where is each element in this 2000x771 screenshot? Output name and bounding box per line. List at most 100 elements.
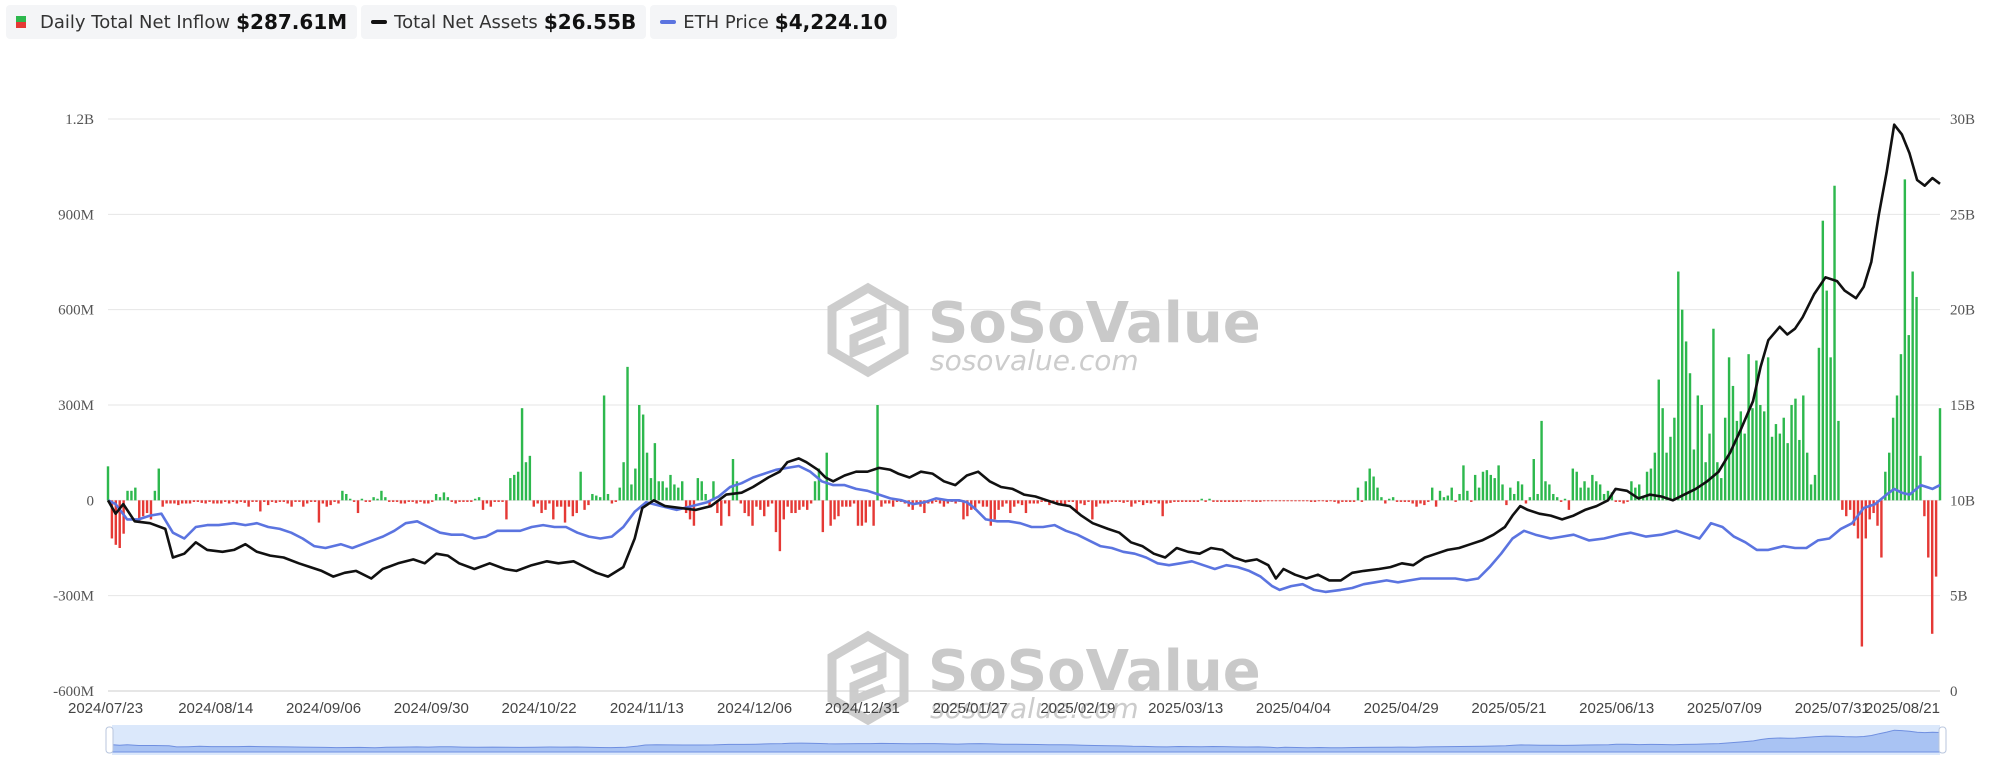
inflow-bar[interactable] xyxy=(434,493,438,501)
inflow-bar[interactable] xyxy=(1020,500,1024,506)
inflow-bar[interactable] xyxy=(731,459,735,501)
inflow-bar[interactable] xyxy=(282,500,285,502)
inflow-bar[interactable] xyxy=(1001,500,1004,507)
inflow-bar[interactable] xyxy=(798,500,801,510)
inflow-bar[interactable] xyxy=(493,500,496,502)
inflow-bar[interactable] xyxy=(1829,357,1832,501)
inflow-bar[interactable] xyxy=(1450,487,1453,501)
inflow-bar[interactable] xyxy=(1259,500,1262,502)
inflow-bar[interactable] xyxy=(1430,487,1434,501)
navigator-left-handle[interactable] xyxy=(105,726,114,754)
inflow-bar[interactable] xyxy=(1098,500,1102,504)
inflow-bar[interactable] xyxy=(669,474,672,501)
inflow-bar[interactable] xyxy=(1423,500,1426,506)
inflow-bar[interactable] xyxy=(1657,379,1660,501)
inflow-bar[interactable] xyxy=(802,500,805,507)
inflow-bar[interactable] xyxy=(317,500,321,523)
inflow-bar[interactable] xyxy=(1196,500,1200,502)
inflow-bar[interactable] xyxy=(548,500,551,504)
inflow-bar[interactable] xyxy=(1798,439,1801,501)
inflow-bar[interactable] xyxy=(1907,335,1910,501)
inflow-bar[interactable] xyxy=(915,500,918,504)
range-navigator[interactable] xyxy=(105,725,1947,755)
inflow-bar[interactable] xyxy=(181,500,184,504)
inflow-bar[interactable] xyxy=(1755,360,1758,501)
inflow-bar[interactable] xyxy=(1680,309,1684,501)
inflow-bar[interactable] xyxy=(1079,500,1082,504)
inflow-bar[interactable] xyxy=(1891,417,1895,501)
inflow-bar[interactable] xyxy=(1063,500,1067,506)
inflow-bar[interactable] xyxy=(509,478,512,501)
inflow-bar[interactable] xyxy=(399,500,403,504)
inflow-bar[interactable] xyxy=(1528,497,1532,501)
inflow-bar[interactable] xyxy=(841,500,844,507)
inflow-bar[interactable] xyxy=(1653,452,1657,501)
inflow-bar[interactable] xyxy=(1481,471,1485,501)
inflow-bar[interactable] xyxy=(345,493,348,501)
inflow-bar[interactable] xyxy=(938,500,942,504)
inflow-bar[interactable] xyxy=(1544,481,1547,501)
inflow-bar[interactable] xyxy=(1102,500,1106,504)
inflow-bar[interactable] xyxy=(239,500,243,502)
inflow-bar[interactable] xyxy=(895,500,899,502)
inflow-bar[interactable] xyxy=(1880,500,1883,558)
inflow-bar[interactable] xyxy=(114,500,118,545)
inflow-bar[interactable] xyxy=(255,500,258,502)
inflow-bar[interactable] xyxy=(1669,436,1672,501)
inflow-bar[interactable] xyxy=(419,500,422,502)
inflow-bar[interactable] xyxy=(763,500,766,517)
inflow-bar[interactable] xyxy=(462,500,465,502)
inflow-bar[interactable] xyxy=(806,500,809,510)
inflow-bar[interactable] xyxy=(1372,476,1375,501)
inflow-bar[interactable] xyxy=(321,500,325,504)
inflow-bar[interactable] xyxy=(153,490,157,501)
inflow-bar[interactable] xyxy=(1454,500,1457,502)
inflow-bar[interactable] xyxy=(1243,500,1246,502)
inflow-bar[interactable] xyxy=(852,500,856,504)
inflow-bar[interactable] xyxy=(1165,500,1168,504)
inflow-bar[interactable] xyxy=(1684,341,1688,501)
inflow-bar[interactable] xyxy=(1091,500,1094,520)
inflow-bar[interactable] xyxy=(1095,500,1098,507)
inflow-bar[interactable] xyxy=(1235,500,1239,502)
inflow-bar[interactable] xyxy=(833,500,836,520)
inflow-bar[interactable] xyxy=(204,500,207,504)
inflow-bar[interactable] xyxy=(243,500,246,503)
inflow-bar[interactable] xyxy=(1649,468,1653,501)
inflow-bar[interactable] xyxy=(1278,500,1282,502)
inflow-bar[interactable] xyxy=(1270,500,1274,502)
inflow-bar[interactable] xyxy=(1692,449,1696,501)
inflow-bar[interactable] xyxy=(1770,436,1774,501)
inflow-bar[interactable] xyxy=(1325,500,1328,502)
inflow-bar[interactable] xyxy=(1192,500,1196,502)
inflow-bar[interactable] xyxy=(1802,395,1805,501)
inflow-bar[interactable] xyxy=(587,500,590,506)
inflow-bar[interactable] xyxy=(610,500,614,504)
inflow-bar[interactable] xyxy=(1571,468,1575,501)
inflow-bar[interactable] xyxy=(380,490,383,501)
inflow-bar[interactable] xyxy=(774,500,778,533)
inflow-bar[interactable] xyxy=(931,500,934,504)
inflow-bar[interactable] xyxy=(1059,500,1063,504)
inflow-bar[interactable] xyxy=(263,500,266,502)
inflow-bar[interactable] xyxy=(1837,420,1840,501)
inflow-bar[interactable] xyxy=(1884,471,1887,501)
inflow-bar[interactable] xyxy=(1497,465,1500,501)
inflow-bar[interactable] xyxy=(1735,420,1739,501)
inflow-bar[interactable] xyxy=(501,500,504,502)
inflow-bar[interactable] xyxy=(1075,500,1078,514)
inflow-bar[interactable] xyxy=(1173,500,1176,502)
inflow-bar[interactable] xyxy=(1813,474,1817,501)
inflow-bar[interactable] xyxy=(563,500,567,523)
inflow-bar[interactable] xyxy=(813,481,817,501)
inflow-bar[interactable] xyxy=(227,500,231,504)
inflow-bar[interactable] xyxy=(552,500,555,520)
inflow-bar[interactable] xyxy=(657,481,660,501)
inflow-bar[interactable] xyxy=(696,478,700,501)
inflow-bar[interactable] xyxy=(809,500,813,504)
inflow-bar[interactable] xyxy=(1934,500,1938,577)
inflow-bar[interactable] xyxy=(751,500,754,526)
inflow-bar[interactable] xyxy=(196,500,200,502)
inflow-bar[interactable] xyxy=(356,500,360,514)
inflow-bar[interactable] xyxy=(1290,500,1293,502)
